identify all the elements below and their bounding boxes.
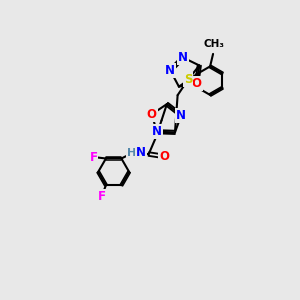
Text: S: S bbox=[184, 73, 192, 86]
Text: CH₃: CH₃ bbox=[203, 39, 224, 49]
Text: F: F bbox=[89, 151, 98, 164]
Text: N: N bbox=[165, 64, 176, 77]
Text: O: O bbox=[147, 108, 157, 121]
Text: H: H bbox=[127, 148, 136, 158]
Text: N: N bbox=[136, 146, 146, 159]
Text: O: O bbox=[192, 77, 202, 90]
Text: N: N bbox=[152, 125, 162, 138]
Text: N: N bbox=[176, 109, 186, 122]
Text: N: N bbox=[178, 51, 188, 64]
Text: F: F bbox=[98, 190, 106, 203]
Text: O: O bbox=[159, 150, 169, 163]
